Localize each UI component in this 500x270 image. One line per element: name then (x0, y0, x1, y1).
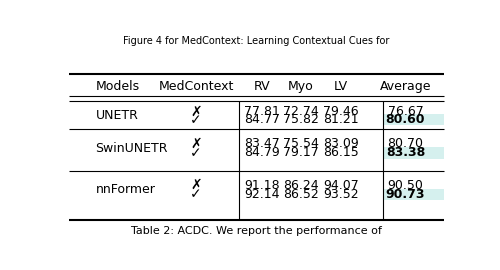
Text: 86.24: 86.24 (283, 179, 318, 192)
Text: Figure 4 for MedContext: Learning Contextual Cues for: Figure 4 for MedContext: Learning Contex… (123, 36, 390, 46)
Text: 81.21: 81.21 (323, 113, 358, 126)
Text: ✗: ✗ (190, 178, 202, 192)
Text: 90.73: 90.73 (386, 188, 425, 201)
Text: 77.81: 77.81 (244, 105, 280, 118)
Text: Models: Models (96, 80, 140, 93)
Text: RV: RV (254, 80, 270, 93)
Text: Myo: Myo (288, 80, 314, 93)
Text: nnFormer: nnFormer (96, 183, 156, 196)
Text: ✓: ✓ (190, 188, 202, 202)
Text: 86.15: 86.15 (323, 147, 358, 160)
Text: 93.52: 93.52 (323, 188, 358, 201)
Text: 75.54: 75.54 (283, 137, 319, 150)
Text: 79.46: 79.46 (323, 105, 358, 118)
Text: ✓: ✓ (190, 113, 202, 127)
Text: 80.70: 80.70 (388, 137, 424, 150)
Text: ✗: ✗ (190, 137, 202, 151)
Text: 83.09: 83.09 (323, 137, 358, 150)
Text: 84.79: 84.79 (244, 147, 280, 160)
Text: Table 2: ACDC. We report the performance of: Table 2: ACDC. We report the performance… (131, 226, 382, 236)
Text: UNETR: UNETR (96, 109, 138, 122)
Text: MedContext: MedContext (158, 80, 234, 93)
Text: LV: LV (334, 80, 348, 93)
Text: SwinUNETR: SwinUNETR (96, 142, 168, 155)
Text: ✗: ✗ (190, 104, 202, 119)
Text: 91.18: 91.18 (244, 179, 280, 192)
Text: 80.60: 80.60 (386, 113, 425, 126)
Text: 72.74: 72.74 (283, 105, 318, 118)
Text: 92.14: 92.14 (244, 188, 280, 201)
Text: 79.17: 79.17 (283, 147, 318, 160)
Text: ✓: ✓ (190, 146, 202, 160)
Text: 90.50: 90.50 (388, 179, 424, 192)
Text: 86.52: 86.52 (283, 188, 318, 201)
Text: 76.67: 76.67 (388, 105, 424, 118)
Bar (382, 147, 444, 158)
Bar (382, 114, 444, 125)
Text: 83.38: 83.38 (386, 147, 425, 160)
Text: 75.82: 75.82 (283, 113, 319, 126)
Text: 84.77: 84.77 (244, 113, 280, 126)
Text: 83.47: 83.47 (244, 137, 280, 150)
Text: Average: Average (380, 80, 431, 93)
Bar (382, 189, 444, 200)
Text: 94.07: 94.07 (323, 179, 358, 192)
